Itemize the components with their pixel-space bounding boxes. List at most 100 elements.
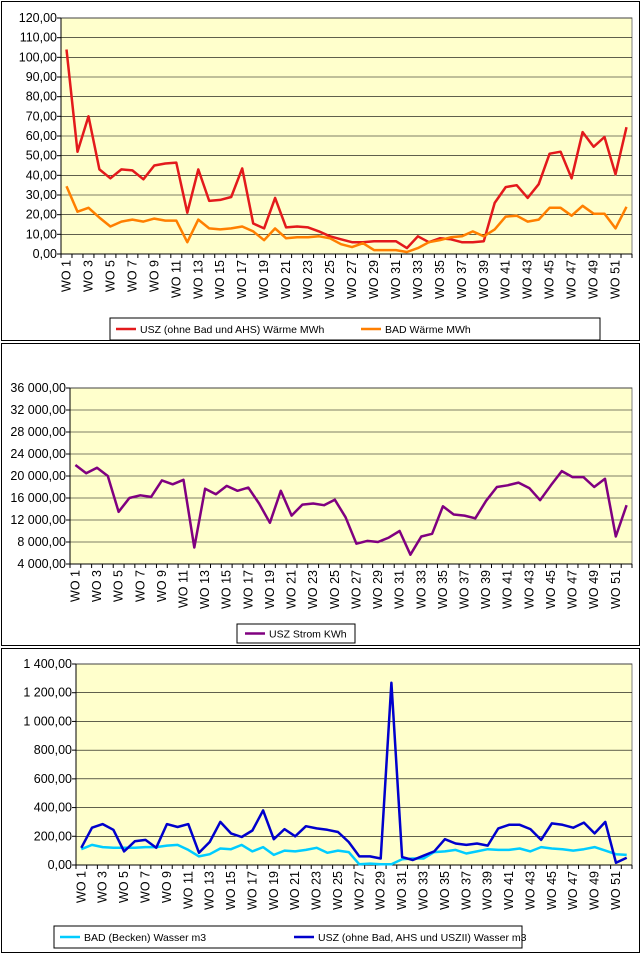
x-tick-label: WO 51 <box>609 260 623 299</box>
legend-label: USZ (ohne Bad und AHS) Wärme MWh <box>140 324 325 336</box>
x-tick-label: WO 17 <box>245 871 259 910</box>
x-tick-label: WO 43 <box>523 871 537 910</box>
y-tick-label: 4 000,00 <box>17 557 66 571</box>
y-tick-label: 70,00 <box>26 109 57 123</box>
series-line <box>65 49 628 250</box>
legend-label: USZ Strom KWh <box>269 629 347 641</box>
y-tick-label: 120,00 <box>19 11 57 25</box>
x-tick-label: WO 23 <box>301 260 315 299</box>
x-tick-label: WO 25 <box>331 871 345 910</box>
y-tick-label: 36 000,00 <box>10 381 66 395</box>
x-tick-label: WO 17 <box>235 260 249 299</box>
y-tick-label: 1 400,00 <box>23 657 72 671</box>
chart-panel-heat: 0,00 10,00 20,00 30,00 40,00 50,00 60,00 70,00 8… <box>1 1 640 341</box>
x-tick-label: WO 1 <box>74 871 88 903</box>
y-tick-label: 40,00 <box>26 168 57 182</box>
x-tick-label: WO 45 <box>545 871 559 910</box>
x-tick-label: WO 5 <box>117 871 131 903</box>
x-tick-label: WO 39 <box>481 871 495 910</box>
x-tick-label: WO 27 <box>345 260 359 299</box>
y-tick-label: 10,00 <box>26 227 57 241</box>
x-tick-label: WO 9 <box>160 871 174 903</box>
x-tick-label: WO 49 <box>588 871 602 910</box>
x-tick-label: WO 9 <box>155 570 169 602</box>
y-tick-label: 1 000,00 <box>23 714 72 728</box>
y-tick-label: 110,00 <box>20 31 57 45</box>
x-tick-label: WO 3 <box>96 871 110 903</box>
x-tick-label: WO 29 <box>367 260 381 299</box>
y-tick-label: 16 000,00 <box>10 491 66 505</box>
x-tick-label: WO 5 <box>112 570 126 602</box>
y-tick-label: 8 000,00 <box>17 535 66 549</box>
y-tick-label: 12 000,00 <box>10 513 66 527</box>
y-tick-label: 30,00 <box>26 188 57 202</box>
x-tick-label: WO 31 <box>389 260 403 299</box>
x-tick-label: WO 33 <box>417 871 431 910</box>
x-tick-label: WO 21 <box>279 260 293 299</box>
x-tick-label: WO 31 <box>395 871 409 910</box>
y-tick-label: 20 000,00 <box>10 469 66 483</box>
chart-heat: 0,00 10,00 20,00 30,00 40,00 50,00 60,00 70,00 8… <box>19 11 633 341</box>
x-tick-label: WO 37 <box>457 570 471 609</box>
y-tick-label: 800,00 <box>34 743 72 757</box>
x-tick-label: WO 9 <box>147 260 161 292</box>
x-tick-label: WO 33 <box>414 570 428 609</box>
x-tick-label: WO 47 <box>566 570 580 609</box>
x-tick-label: WO 17 <box>241 570 255 609</box>
chart-water: 0,00 200,00 400,00 600,00 800,00 1 000,00 1 20… <box>23 657 633 949</box>
x-tick-label: WO 27 <box>349 570 363 609</box>
x-tick-label: WO 1 <box>68 570 82 602</box>
chart-power: 4 000,00 8 000,00 12 000,00 16 000,00 20 000… <box>10 381 633 644</box>
x-tick-label: WO 15 <box>213 260 227 299</box>
x-tick-label: WO 35 <box>436 570 450 609</box>
y-tick-label: 80,00 <box>26 90 57 104</box>
x-tick-label: WO 39 <box>477 260 491 299</box>
y-tick-label: 50,00 <box>26 149 57 163</box>
x-tick-label: WO 7 <box>133 570 147 602</box>
x-tick-label: WO 51 <box>609 570 623 609</box>
x-tick-label: WO 31 <box>393 570 407 609</box>
y-tick-label: 0,00 <box>48 858 72 872</box>
x-tick-label: WO 35 <box>438 871 452 910</box>
x-tick-label: WO 25 <box>323 260 337 299</box>
y-tick-label: 400,00 <box>34 801 72 815</box>
x-tick-label: WO 19 <box>263 570 277 609</box>
x-tick-label: WO 13 <box>198 570 212 609</box>
y-tick-label: 24 000,00 <box>10 447 66 461</box>
x-tick-label: WO 47 <box>566 871 580 910</box>
x-tick-label: WO 47 <box>565 260 579 299</box>
series-line <box>74 464 628 556</box>
x-tick-label: WO 35 <box>433 260 447 299</box>
y-tick-label: 90,00 <box>26 70 57 84</box>
x-tick-label: WO 1 <box>59 260 73 292</box>
legend-label: USZ (ohne Bad, AHS und USZII) Wasser m3 <box>318 932 527 944</box>
x-tick-label: WO 13 <box>191 260 205 299</box>
legend-label: BAD Wärme MWh <box>385 324 471 336</box>
x-tick-label: WO 19 <box>257 260 271 299</box>
x-tick-label: WO 45 <box>544 570 558 609</box>
x-tick-label: WO 23 <box>306 570 320 609</box>
x-tick-label: WO 27 <box>352 871 366 910</box>
series-line <box>65 185 628 254</box>
x-tick-label: WO 3 <box>90 570 104 602</box>
x-tick-label: WO 21 <box>285 570 299 609</box>
x-tick-label: WO 43 <box>521 260 535 299</box>
y-tick-label: 200,00 <box>34 829 72 843</box>
legend-label: BAD (Becken) Wasser m3 <box>84 932 206 944</box>
y-tick-label: 100,00 <box>19 50 57 64</box>
x-tick-label: WO 45 <box>543 260 557 299</box>
x-tick-label: WO 15 <box>220 570 234 609</box>
x-tick-label: WO 51 <box>609 871 623 910</box>
y-tick-label: 20,00 <box>26 208 57 222</box>
x-tick-label: WO 33 <box>411 260 425 299</box>
x-tick-label: WO 15 <box>224 871 238 910</box>
x-tick-label: WO 11 <box>181 871 195 909</box>
x-tick-label: WO 13 <box>203 871 217 910</box>
x-tick-label: WO 23 <box>310 871 324 910</box>
x-tick-label: WO 19 <box>267 871 281 910</box>
y-tick-label: 600,00 <box>34 772 72 786</box>
y-tick-label: 60,00 <box>26 129 57 143</box>
x-tick-label: WO 49 <box>587 570 601 609</box>
x-tick-label: WO 37 <box>459 871 473 910</box>
x-tick-label: WO 41 <box>499 260 513 299</box>
